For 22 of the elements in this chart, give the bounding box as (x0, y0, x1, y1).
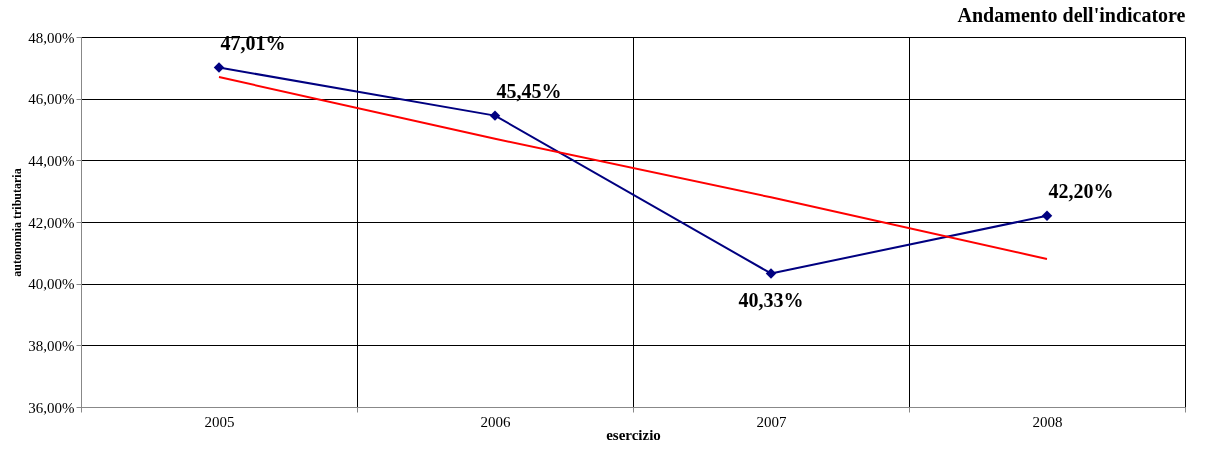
x-tick-label: 2008 (1032, 413, 1063, 430)
data-label: 42,20% (1048, 179, 1114, 202)
point (765, 268, 777, 279)
chart-title: Andamento dell'indicatore (957, 4, 1186, 26)
point (489, 110, 501, 121)
x-axis-title: esercizio (606, 426, 661, 443)
data-label: 45,45% (496, 79, 562, 102)
y-tick-label: 40,00% (28, 276, 75, 293)
y-axis-title: autonomia tributaria (10, 168, 25, 277)
y-tick-label: 38,00% (28, 337, 75, 354)
y-tick-label: 44,00% (28, 152, 75, 169)
x-tick-label: 2006 (480, 413, 511, 430)
point (213, 62, 225, 73)
y-tick-label: 42,00% (28, 214, 75, 231)
y-tick-label: 48,00% (28, 29, 75, 46)
data-label: 40,33% (738, 289, 804, 312)
x-tick-label: 2005 (204, 413, 235, 430)
point (1041, 210, 1053, 222)
y-tick-label: 46,00% (28, 91, 75, 108)
line-series (218, 76, 1048, 260)
y-tick-label: 36,00% (28, 399, 75, 416)
x-tick-label: 2007 (756, 413, 787, 430)
